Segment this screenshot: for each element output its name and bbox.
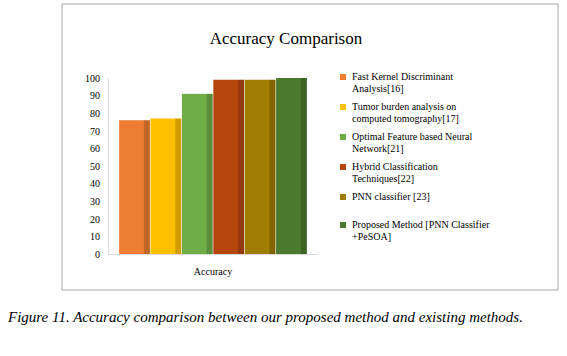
bar <box>245 80 276 254</box>
legend-label: Fast Kernel DiscriminantAnalysis[16] <box>352 71 453 94</box>
y-tick: 50 <box>90 161 108 172</box>
legend-label: Tumor burden analysis oncomputed tomogra… <box>352 101 459 124</box>
x-axis-line <box>109 254 319 255</box>
caption: Figure 11. Accuracy comparison between o… <box>7 309 523 325</box>
y-tick-label: 20 <box>90 214 100 225</box>
chart-frame <box>62 4 558 290</box>
bar <box>151 118 182 254</box>
legend: Fast Kernel DiscriminantAnalysis[16] Tumo… <box>340 71 490 242</box>
legend-label: Hybrid ClassificationTechniques[22] <box>352 161 438 184</box>
bar <box>276 78 307 254</box>
y-tick-label: 80 <box>90 108 100 119</box>
y-tick: 80 <box>90 108 108 119</box>
y-tick: 0 <box>95 249 108 260</box>
y-tick: 70 <box>90 126 108 137</box>
y-tick-label: 90 <box>90 90 100 101</box>
bar-shade <box>301 78 307 254</box>
x-tick: Accuracy <box>194 254 232 277</box>
legend-swatch <box>340 222 346 228</box>
legend-swatch <box>340 134 346 140</box>
title: Accuracy Comparison <box>210 29 363 48</box>
y-tick: 100 <box>85 73 108 84</box>
y-axis: 0 10 20 30 40 50 60 70 80 90 100 <box>85 73 109 260</box>
bar-shade <box>144 120 150 254</box>
y-tick-label: 50 <box>90 161 100 172</box>
y-tick: 30 <box>90 196 108 207</box>
y-axis-line <box>108 79 109 255</box>
y-tick-label: 40 <box>90 178 100 189</box>
chart: Accuracy Comparison 0 10 20 30 40 50 60 70 80 90 10… <box>0 0 567 356</box>
y-tick: 60 <box>90 143 108 154</box>
bars <box>119 78 307 254</box>
y-tick-label: 60 <box>90 143 100 154</box>
y-tick-label: 100 <box>85 73 100 84</box>
bar-shade <box>269 80 275 254</box>
y-tick-label: 30 <box>90 196 100 207</box>
x-axis: Accuracy <box>109 254 319 277</box>
legend-swatch <box>340 164 346 170</box>
bar-shade <box>207 94 213 254</box>
x-tick-label: Accuracy <box>194 266 232 277</box>
y-tick: 40 <box>90 178 108 189</box>
y-tick: 10 <box>90 231 108 242</box>
legend-label: Optimal Feature based NeuralNetwork[21] <box>352 131 472 154</box>
bar <box>119 120 150 254</box>
y-tick: 20 <box>90 214 108 225</box>
bar <box>213 80 244 254</box>
legend-label: PNN classifier [23] <box>352 191 430 202</box>
bar-shade <box>238 80 244 254</box>
legend-swatch <box>340 74 346 80</box>
legend-swatch <box>340 104 346 110</box>
y-tick-label: 70 <box>90 126 100 137</box>
legend-swatch <box>340 194 346 200</box>
bar-shade <box>175 118 181 254</box>
bar <box>182 94 213 254</box>
y-tick-label: 10 <box>90 231 100 242</box>
y-tick: 90 <box>90 90 108 101</box>
legend-label: Proposed Method [PNN Classifier+PeSOA] <box>352 219 490 242</box>
y-tick-label: 0 <box>95 249 100 260</box>
